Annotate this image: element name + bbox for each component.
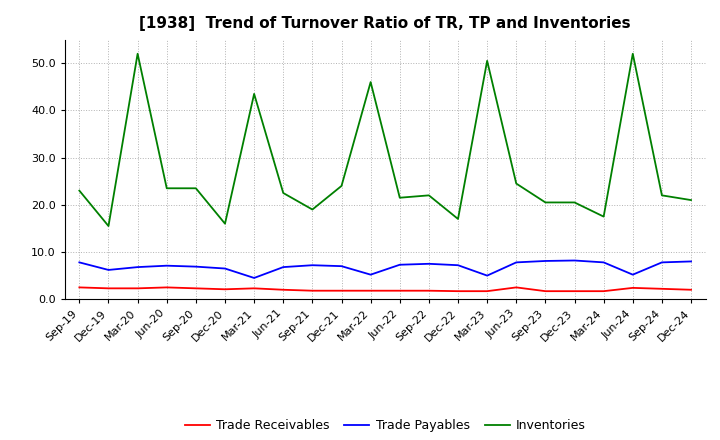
- Trade Receivables: [104, 286, 113, 291]
- Trade Payables: [192, 264, 200, 269]
- Trade Payables: [337, 264, 346, 269]
- Inventories: [163, 186, 171, 191]
- Trade Receivables: [512, 285, 521, 290]
- Trade Receivables: [279, 287, 287, 293]
- Trade Payables: [308, 263, 317, 268]
- Trade Payables: [104, 267, 113, 272]
- Inventories: [250, 91, 258, 96]
- Inventories: [133, 51, 142, 56]
- Trade Receivables: [220, 286, 229, 292]
- Trade Receivables: [629, 285, 637, 290]
- Inventories: [454, 216, 462, 222]
- Trade Payables: [366, 272, 375, 277]
- Trade Payables: [133, 264, 142, 270]
- Trade Receivables: [657, 286, 666, 291]
- Trade Receivables: [541, 289, 550, 294]
- Trade Payables: [454, 263, 462, 268]
- Inventories: [483, 58, 492, 63]
- Trade Receivables: [192, 286, 200, 291]
- Trade Payables: [541, 258, 550, 264]
- Inventories: [629, 51, 637, 56]
- Inventories: [75, 188, 84, 193]
- Trade Payables: [629, 272, 637, 277]
- Trade Payables: [570, 258, 579, 263]
- Line: Trade Receivables: Trade Receivables: [79, 287, 691, 291]
- Legend: Trade Receivables, Trade Payables, Inventories: Trade Receivables, Trade Payables, Inven…: [179, 414, 591, 437]
- Trade Receivables: [599, 289, 608, 294]
- Trade Receivables: [163, 285, 171, 290]
- Trade Receivables: [570, 289, 579, 294]
- Trade Payables: [512, 260, 521, 265]
- Inventories: [512, 181, 521, 186]
- Trade Payables: [250, 275, 258, 281]
- Trade Receivables: [133, 286, 142, 291]
- Inventories: [541, 200, 550, 205]
- Inventories: [279, 191, 287, 196]
- Trade Receivables: [483, 289, 492, 294]
- Trade Payables: [483, 273, 492, 278]
- Trade Payables: [425, 261, 433, 267]
- Trade Payables: [657, 260, 666, 265]
- Inventories: [337, 183, 346, 189]
- Trade Payables: [599, 260, 608, 265]
- Trade Receivables: [337, 288, 346, 293]
- Inventories: [395, 195, 404, 200]
- Trade Receivables: [308, 288, 317, 293]
- Inventories: [104, 224, 113, 229]
- Inventories: [687, 198, 696, 203]
- Inventories: [366, 80, 375, 85]
- Line: Trade Payables: Trade Payables: [79, 260, 691, 278]
- Inventories: [657, 193, 666, 198]
- Trade Receivables: [425, 288, 433, 293]
- Trade Receivables: [250, 286, 258, 291]
- Trade Payables: [163, 263, 171, 268]
- Trade Receivables: [395, 288, 404, 293]
- Inventories: [192, 186, 200, 191]
- Trade Payables: [687, 259, 696, 264]
- Trade Receivables: [366, 288, 375, 293]
- Trade Payables: [75, 260, 84, 265]
- Inventories: [425, 193, 433, 198]
- Trade Receivables: [687, 287, 696, 293]
- Trade Payables: [395, 262, 404, 268]
- Trade Payables: [279, 264, 287, 270]
- Inventories: [308, 207, 317, 212]
- Trade Payables: [220, 266, 229, 271]
- Line: Inventories: Inventories: [79, 54, 691, 226]
- Trade Receivables: [75, 285, 84, 290]
- Title: [1938]  Trend of Turnover Ratio of TR, TP and Inventories: [1938] Trend of Turnover Ratio of TR, TP…: [140, 16, 631, 32]
- Inventories: [570, 200, 579, 205]
- Trade Receivables: [454, 289, 462, 294]
- Inventories: [220, 221, 229, 226]
- Inventories: [599, 214, 608, 219]
